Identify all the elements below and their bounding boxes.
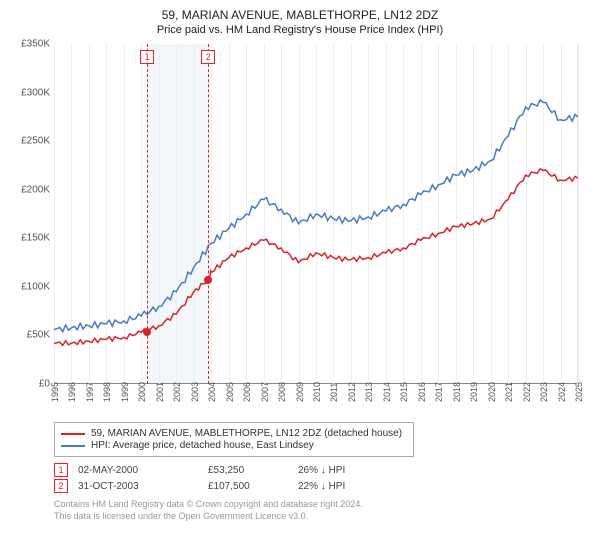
x-tick-label: 2019 [469,382,479,402]
y-tick-label: £350K [21,39,50,50]
x-tick-label: 2015 [399,382,409,402]
sales-table: 1 02-MAY-2000 £53,250 26% ↓ HPI 2 31-OCT-2003… [54,463,590,493]
y-tick-label: £50K [27,330,50,341]
chart-title: 59, MARIAN AVENUE, MABLETHORPE, LN12 2DZ [10,8,590,22]
y-tick-label: £200K [21,184,50,195]
x-tick-label: 2003 [190,382,200,402]
series-line-hpi [54,100,578,332]
footer-line-1: Contains HM Land Registry data © Crown c… [54,499,590,511]
x-axis: 1995199619971998199920002001200220032004… [54,384,578,420]
sale-marker-dot [143,328,151,336]
x-tick-label: 2000 [137,382,147,402]
sale-date: 02-MAY-2000 [78,465,198,476]
y-axis: £0£50K£100K£150K£200K£250K£300K£350K [10,44,54,384]
x-tick-label: 1999 [120,382,130,402]
x-tick-label: 2023 [539,382,549,402]
x-tick-label: 2005 [225,382,235,402]
x-tick-label: 2007 [260,382,270,402]
sale-pct: 26% ↓ HPI [298,465,378,476]
plot-area: 12 [54,44,578,384]
legend-label: HPI: Average price, detached house, East… [91,440,314,451]
x-tick-label: 2004 [207,382,217,402]
x-tick-label: 2020 [487,382,497,402]
footer-line-2: This data is licensed under the Open Gov… [54,511,590,523]
legend-box: 59, MARIAN AVENUE, MABLETHORPE, LN12 2DZ… [54,422,414,457]
sale-row: 1 02-MAY-2000 £53,250 26% ↓ HPI [54,463,590,477]
x-tick-label: 2016 [417,382,427,402]
x-tick-label: 1998 [102,382,112,402]
sale-row-badge: 1 [54,463,68,477]
x-tick-label: 2002 [172,382,182,402]
legend-item: 59, MARIAN AVENUE, MABLETHORPE, LN12 2DZ… [61,428,407,439]
chart-lines [54,44,578,384]
x-tick-label: 1997 [85,382,95,402]
x-tick-label: 2025 [574,382,584,402]
sale-marker-badge: 2 [201,50,215,64]
y-tick-label: £0 [39,379,50,390]
sale-marker-dot [204,276,212,284]
sale-row: 2 31-OCT-2003 £107,500 22% ↓ HPI [54,479,590,493]
footer: Contains HM Land Registry data © Crown c… [54,499,590,522]
x-tick-label: 2001 [155,382,165,402]
x-tick-label: 1996 [67,382,77,402]
sale-price: £107,500 [208,481,288,492]
x-tick-label: 2014 [382,382,392,402]
x-tick-label: 2013 [364,382,374,402]
plot-wrap: £0£50K£100K£150K£200K£250K£300K£350K 12 … [10,40,590,420]
chart-container: 59, MARIAN AVENUE, MABLETHORPE, LN12 2DZ… [0,0,600,522]
sale-date: 31-OCT-2003 [78,481,198,492]
y-tick-label: £300K [21,87,50,98]
x-tick-label: 2011 [329,383,339,402]
sale-marker-badge: 1 [140,50,154,64]
x-tick-label: 2017 [434,382,444,402]
x-tick-label: 2022 [522,382,532,402]
y-tick-label: £100K [21,281,50,292]
legend-label: 59, MARIAN AVENUE, MABLETHORPE, LN12 2DZ… [91,428,402,439]
x-tick-label: 2010 [312,382,322,402]
x-tick-label: 2009 [295,382,305,402]
legend-item: HPI: Average price, detached house, East… [61,440,407,451]
x-tick-label: 2021 [504,382,514,402]
y-tick-label: £150K [21,233,50,244]
grid-line [578,44,579,384]
sale-marker-line [208,44,209,384]
x-tick-label: 2006 [242,382,252,402]
sale-pct: 22% ↓ HPI [298,481,378,492]
legend-swatch [61,433,85,435]
x-tick-label: 2018 [452,382,462,402]
x-tick-label: 1995 [50,382,60,402]
y-tick-label: £250K [21,136,50,147]
x-tick-label: 2024 [557,382,567,402]
sale-price: £53,250 [208,465,288,476]
chart-subtitle: Price paid vs. HM Land Registry's House … [10,24,590,36]
title-block: 59, MARIAN AVENUE, MABLETHORPE, LN12 2DZ… [10,8,590,36]
x-tick-label: 2012 [347,382,357,402]
sale-row-badge: 2 [54,479,68,493]
legend-swatch [61,445,85,447]
x-tick-label: 2008 [277,382,287,402]
